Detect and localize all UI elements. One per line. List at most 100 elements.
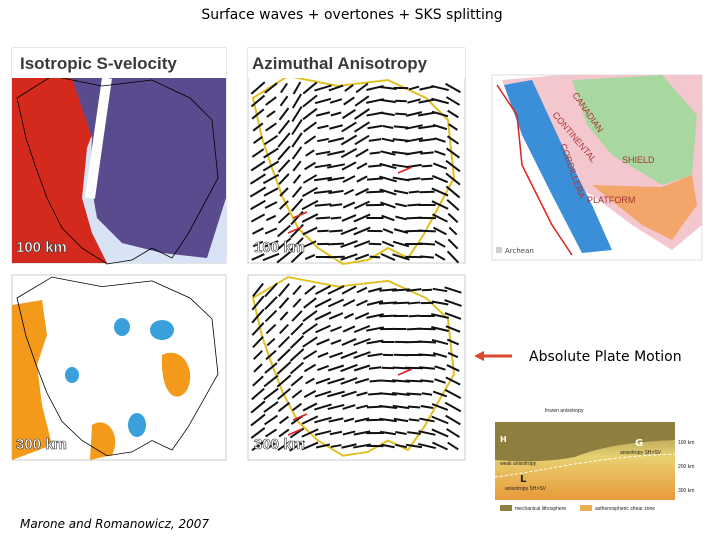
fast-axis-bar [278,283,290,297]
fast-axis-bar [279,311,289,321]
fast-axis-bar [329,351,343,359]
section-label: frozen anisotropy [545,408,584,414]
fast-axis-bar [434,240,446,248]
fast-axis-bar [356,175,368,183]
header-band [248,48,465,78]
depth-tick: 300 km [678,488,694,494]
fast-axis-bar [444,312,462,320]
fast-axis-bar [277,145,291,161]
fast-axis-bar [303,121,317,133]
fast-axis-bar [250,199,266,211]
section-label: weak anisotropy [500,461,537,467]
fast-axis-bar [395,112,407,116]
fast-axis-bar [395,443,407,449]
anisotropy-boundary [494,453,676,478]
fast-axis-bar [343,417,355,423]
fast-axis-bar [315,377,331,385]
fast-axis-bar [340,239,358,249]
slow-region [12,78,107,263]
legend-swatch [500,505,512,511]
fast-axis-bar [392,392,410,396]
fast-axis-bar [290,210,304,226]
fast-axis-bar [433,226,447,236]
fast-axis-bar [445,376,461,386]
fast-axis-bar [445,159,461,173]
fast-axis-bar [447,441,459,451]
fast-axis-bar [366,339,384,345]
fast-axis-bar [314,163,332,169]
fast-axis-bar [431,187,449,197]
fast-axis-bar [444,401,462,413]
fast-axis-bar [445,82,461,94]
fast-axis-bar [302,402,318,412]
fast-axis-bar [342,201,356,209]
fast-axis-bar [301,199,319,211]
fast-region [114,318,130,336]
fast-axis-bar [432,441,448,451]
fast-axis-bar [417,111,437,117]
fast-axis-bar [431,97,449,105]
fast-axis-bar [369,379,381,383]
fast-axis-bar [252,227,264,235]
fast-axis-bar [327,176,345,182]
fast-axis-bar [340,134,358,146]
fast-axis-bar [328,189,344,195]
fast-axis-bar [444,388,462,400]
fast-axis-bar [368,242,382,246]
fast-axis-bar [432,123,448,131]
fast-region [65,367,79,383]
fast-axis-bar [421,164,433,168]
fast-axis-bar [393,417,409,423]
fast-axis-bar [302,336,318,348]
fast-axis-bar [304,161,316,171]
depth-label: 300 km [16,436,67,453]
fast-axis-bar [407,431,421,435]
fast-axis-bar [420,177,434,181]
fast-axis-bar [392,253,410,261]
fast-axis-bar [327,298,345,308]
fast-axis-bar [356,286,368,294]
fast-axis-bar [418,242,436,246]
fast-axis-bar [445,96,461,106]
fast-axis-bar [354,134,370,146]
fast-axis-bar [327,255,345,259]
fast-axis-bar [291,132,303,148]
fast-axis-bar [379,188,397,196]
fast-axis-bar [381,111,395,117]
fast-axis-bar [290,237,304,251]
fast-axis-bar [252,375,264,387]
fast-axis-bar [393,228,409,234]
fast-axis-bar [249,173,267,185]
fast-axis-bar [380,150,396,156]
fast-axis-bar [379,175,397,183]
fast-axis-bar [328,417,344,423]
fast-axis-bar [315,111,331,117]
fast-axis-bar [250,413,266,427]
fast-axis-bar [447,109,459,119]
slow-region [90,422,116,460]
fast-axis-bar [330,325,342,333]
citation: Marone and Romanowicz, 2007 [20,517,209,531]
fast-axis-bar [420,379,434,383]
fast-axis-bar [279,187,289,197]
arrow-label: Absolute Plate Motion [529,349,682,365]
fast-axis-bar [277,224,291,238]
fast-axis-bar [328,312,344,320]
header-band [12,48,226,78]
fast-axis-bar [303,390,317,398]
fast-axis-bar [367,124,383,130]
fast-axis-bar [343,188,355,196]
fast-axis-bar [301,213,319,223]
fast-axis-bar [302,349,318,361]
fast-axis-bar [418,138,436,142]
fast-axis-bar [251,440,265,452]
fast-axis-bar [327,285,345,295]
fast-axis-bar [266,110,276,118]
fast-axis-bar [301,186,319,198]
fast-axis-bar [314,311,332,321]
fast-axis-bar [303,297,317,309]
fast-axis-bar [314,430,332,436]
fast-axis-bar [418,327,436,331]
fast-axis-bar [317,137,329,143]
fast-axis-bar [418,229,436,233]
